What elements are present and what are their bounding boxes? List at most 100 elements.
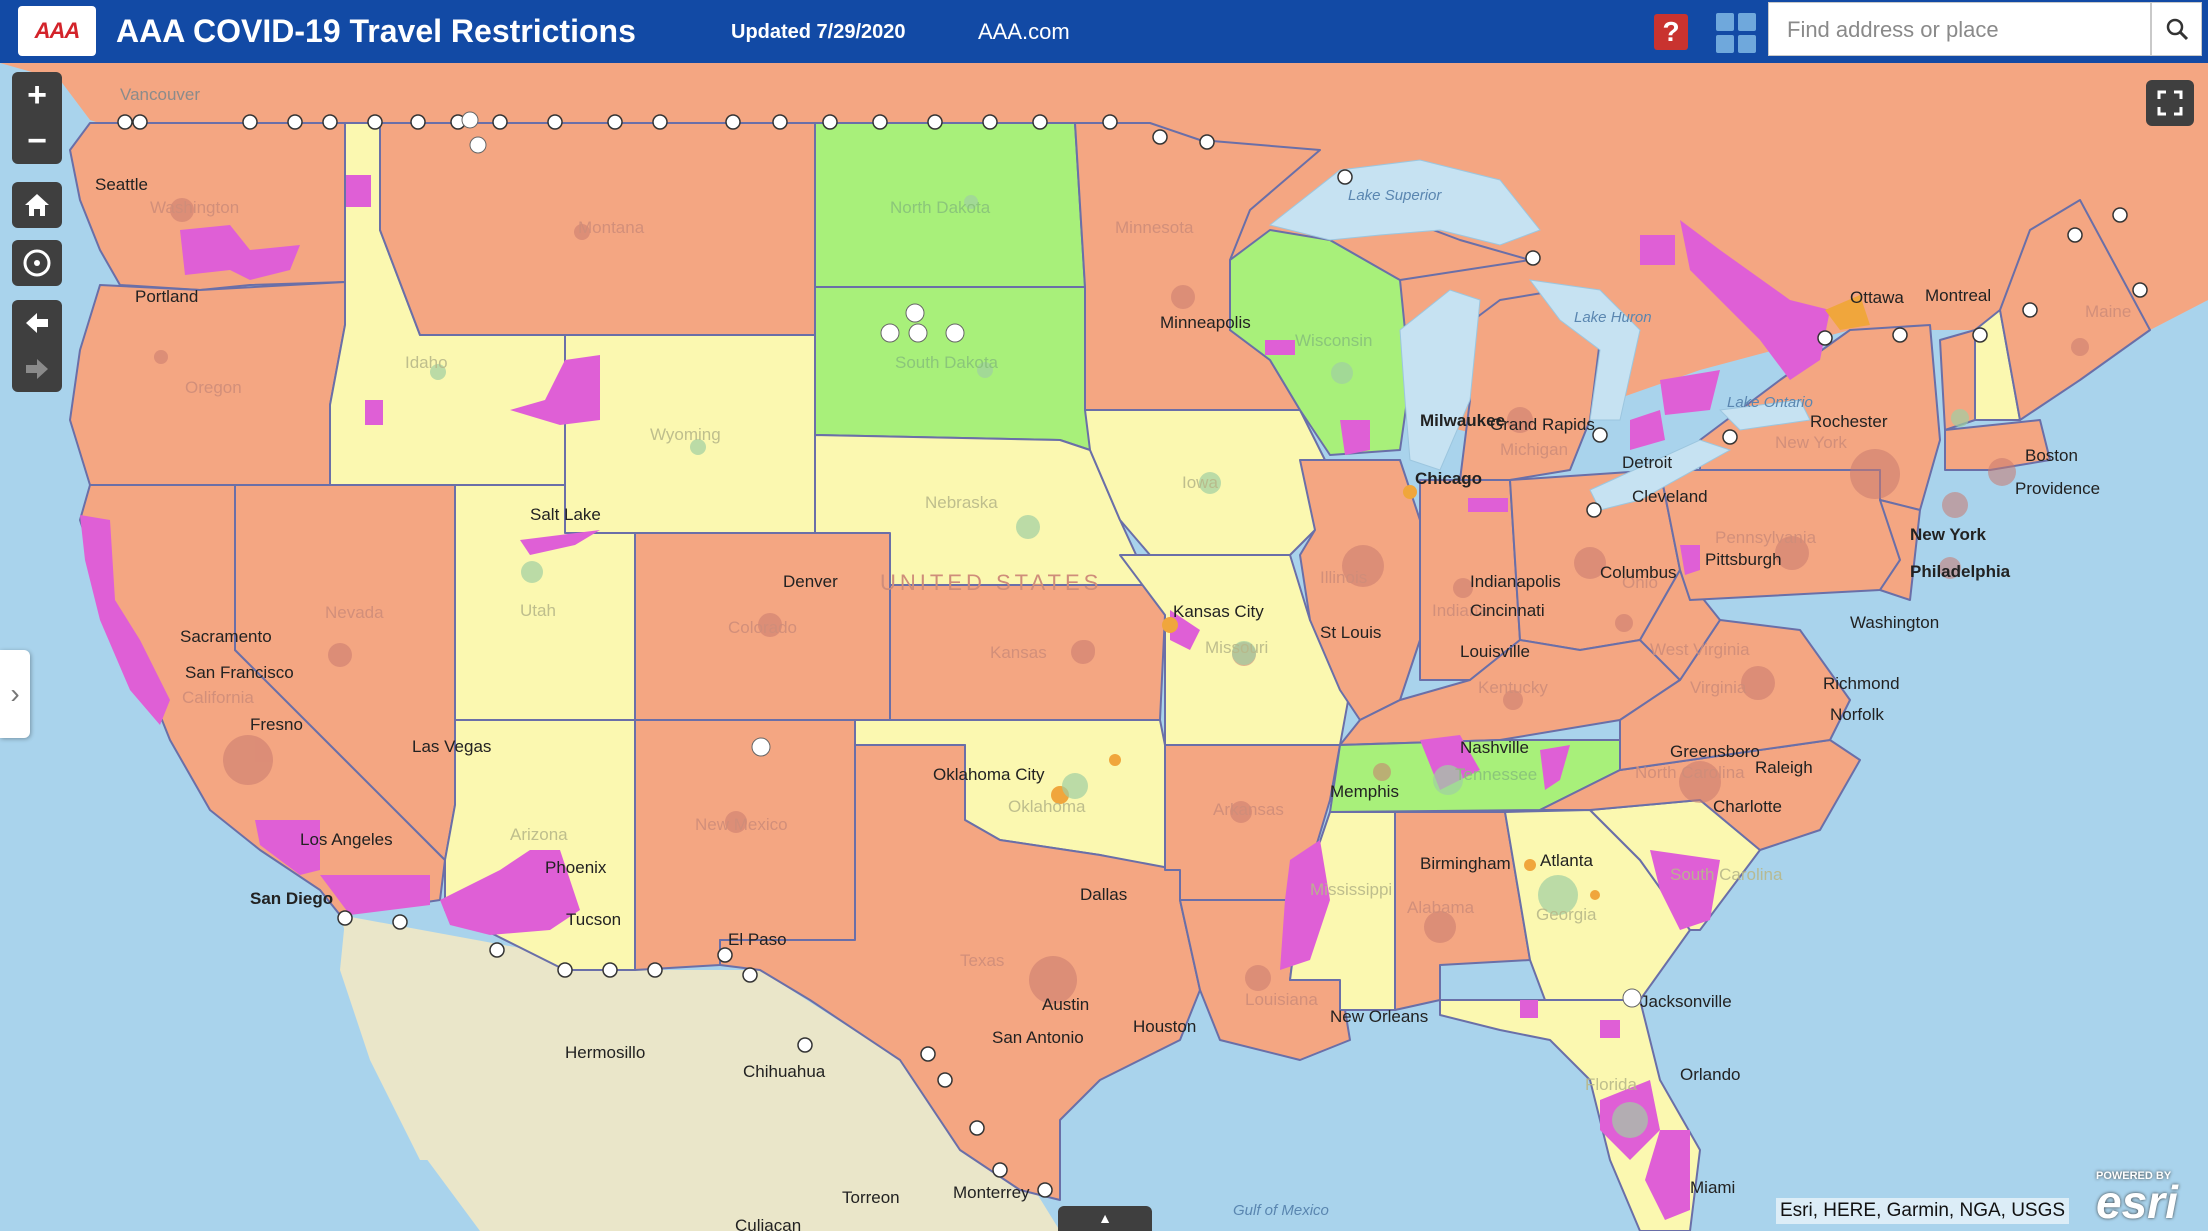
svg-text:Utah: Utah xyxy=(520,601,556,620)
aaa-logo[interactable]: AAA xyxy=(18,6,96,56)
home-icon xyxy=(25,194,49,216)
svg-text:Louisiana: Louisiana xyxy=(1245,990,1318,1009)
svg-text:Montreal: Montreal xyxy=(1925,286,1991,305)
svg-text:Cleveland: Cleveland xyxy=(1632,487,1708,506)
svg-text:Salt Lake: Salt Lake xyxy=(530,505,601,524)
logo-text: AAA xyxy=(34,18,81,43)
svg-text:Arkansas: Arkansas xyxy=(1213,800,1284,819)
map-canvas[interactable]: Washington Oregon California Nevada Idah… xyxy=(0,63,2208,1231)
svg-text:Culiacan: Culiacan xyxy=(735,1216,801,1231)
zoom-in-button[interactable]: + xyxy=(12,72,62,118)
svg-text:Richmond: Richmond xyxy=(1823,674,1900,693)
bottom-panel-handle[interactable]: ▲ xyxy=(1058,1206,1152,1231)
svg-text:Detroit: Detroit xyxy=(1622,453,1672,472)
county-overlays xyxy=(80,175,1830,1220)
svg-text:Kentucky: Kentucky xyxy=(1478,678,1548,697)
flag-markers xyxy=(461,111,1642,1008)
state-texas xyxy=(719,744,1201,1201)
svg-text:Charlotte: Charlotte xyxy=(1713,797,1782,816)
svg-text:Pennsylvania: Pennsylvania xyxy=(1715,528,1817,547)
svg-text:Cincinnati: Cincinnati xyxy=(1470,601,1545,620)
svg-text:Chihuahua: Chihuahua xyxy=(743,1062,826,1081)
svg-text:Memphis: Memphis xyxy=(1330,782,1399,801)
svg-text:South Dakota: South Dakota xyxy=(895,353,999,372)
svg-text:Idaho: Idaho xyxy=(405,353,448,372)
svg-text:Mississippi: Mississippi xyxy=(1310,880,1392,899)
home-button[interactable] xyxy=(12,182,62,228)
svg-text:Nebraska: Nebraska xyxy=(925,493,998,512)
city-overlays xyxy=(1051,295,1870,900)
locate-button[interactable] xyxy=(12,240,62,286)
svg-text:Denver: Denver xyxy=(783,572,838,591)
svg-text:Kansas: Kansas xyxy=(990,643,1047,662)
svg-text:Boston: Boston xyxy=(2025,446,2078,465)
svg-text:Portland: Portland xyxy=(135,287,198,306)
locate-icon xyxy=(23,249,51,277)
state-labels: Washington Oregon California Nevada Idah… xyxy=(150,198,2131,1094)
svg-text:Phoenix: Phoenix xyxy=(545,858,607,877)
lake-michigan xyxy=(1399,289,1481,471)
lake-ontario xyxy=(1718,399,1811,431)
svg-text:Washington: Washington xyxy=(1850,613,1939,632)
baja-land xyxy=(340,920,450,1160)
svg-text:North Carolina: North Carolina xyxy=(1635,763,1745,782)
grid-icon[interactable] xyxy=(1716,13,1756,53)
svg-text:Florida: Florida xyxy=(1585,1075,1638,1094)
state-kansas xyxy=(889,584,1166,721)
search-button[interactable] xyxy=(2151,2,2202,56)
svg-text:Torreon: Torreon xyxy=(842,1188,900,1207)
svg-text:Oklahoma City: Oklahoma City xyxy=(933,765,1045,784)
svg-text:Lake Huron: Lake Huron xyxy=(1574,309,1652,326)
zoom-out-button[interactable]: − xyxy=(12,118,62,164)
svg-text:Seattle: Seattle xyxy=(95,175,148,194)
svg-text:Vancouver: Vancouver xyxy=(120,85,200,104)
svg-text:Louisville: Louisville xyxy=(1460,642,1530,661)
svg-text:Providence: Providence xyxy=(2015,479,2100,498)
state-massachusetts xyxy=(1944,419,2051,471)
expand-panel-button[interactable]: › xyxy=(0,650,30,738)
svg-text:West Virginia: West Virginia xyxy=(1650,640,1750,659)
fullscreen-button[interactable] xyxy=(2146,80,2194,126)
svg-text:Georgia: Georgia xyxy=(1536,905,1597,924)
svg-text:Miami: Miami xyxy=(1690,1178,1735,1197)
svg-text:Washington: Washington xyxy=(150,198,239,217)
map-attribution[interactable]: Esri, HERE, Garmin, NGA, USGS xyxy=(1776,1198,2070,1224)
aaa-link[interactable]: AAA.com xyxy=(978,19,1070,44)
border-crossing-markers xyxy=(117,114,2148,1198)
forward-button[interactable] xyxy=(12,346,62,392)
country-label: UNITED STATES xyxy=(880,570,1102,595)
svg-text:Hermosillo: Hermosillo xyxy=(565,1043,645,1062)
svg-text:Grand Rapids: Grand Rapids xyxy=(1490,415,1595,434)
svg-text:Illinois: Illinois xyxy=(1320,568,1367,587)
svg-text:Michigan: Michigan xyxy=(1500,440,1568,459)
svg-text:South Carolina: South Carolina xyxy=(1670,865,1783,884)
water-labels: Lake Superior Lake Huron Lake Ontario Gu… xyxy=(1233,187,1813,1219)
svg-text:Jacksonville: Jacksonville xyxy=(1640,992,1732,1011)
svg-text:Maine: Maine xyxy=(2085,302,2131,321)
green-bubbles xyxy=(430,195,1969,1138)
svg-text:Alabama: Alabama xyxy=(1407,898,1475,917)
svg-text:Oklahoma: Oklahoma xyxy=(1008,797,1086,816)
plus-icon: + xyxy=(27,75,47,114)
svg-text:St Louis: St Louis xyxy=(1320,623,1381,642)
back-button[interactable] xyxy=(12,300,62,346)
svg-text:Atlanta: Atlanta xyxy=(1540,851,1593,870)
svg-text:Chicago: Chicago xyxy=(1415,469,1482,488)
updated-date: Updated 7/29/2020 xyxy=(731,21,906,43)
svg-text:Minneapolis: Minneapolis xyxy=(1160,313,1251,332)
svg-text:Kansas City: Kansas City xyxy=(1173,602,1264,621)
svg-text:Wyoming: Wyoming xyxy=(650,425,721,444)
svg-text:New Mexico: New Mexico xyxy=(695,815,788,834)
help-button[interactable]: ? xyxy=(1654,14,1688,50)
svg-text:Oregon: Oregon xyxy=(185,378,242,397)
svg-text:Tucson: Tucson xyxy=(566,910,621,929)
svg-text:Ottawa: Ottawa xyxy=(1850,288,1904,307)
search-input[interactable]: Find address or place xyxy=(1768,2,2151,56)
chevron-right-icon: › xyxy=(10,678,20,709)
svg-text:California: California xyxy=(182,688,254,707)
svg-text:Wisconsin: Wisconsin xyxy=(1295,331,1372,350)
svg-text:Houston: Houston xyxy=(1133,1017,1196,1036)
svg-text:Iowa: Iowa xyxy=(1182,473,1218,492)
esri-logo[interactable]: POWERED BY esri xyxy=(2096,1170,2178,1228)
state-maine xyxy=(1999,199,2151,421)
